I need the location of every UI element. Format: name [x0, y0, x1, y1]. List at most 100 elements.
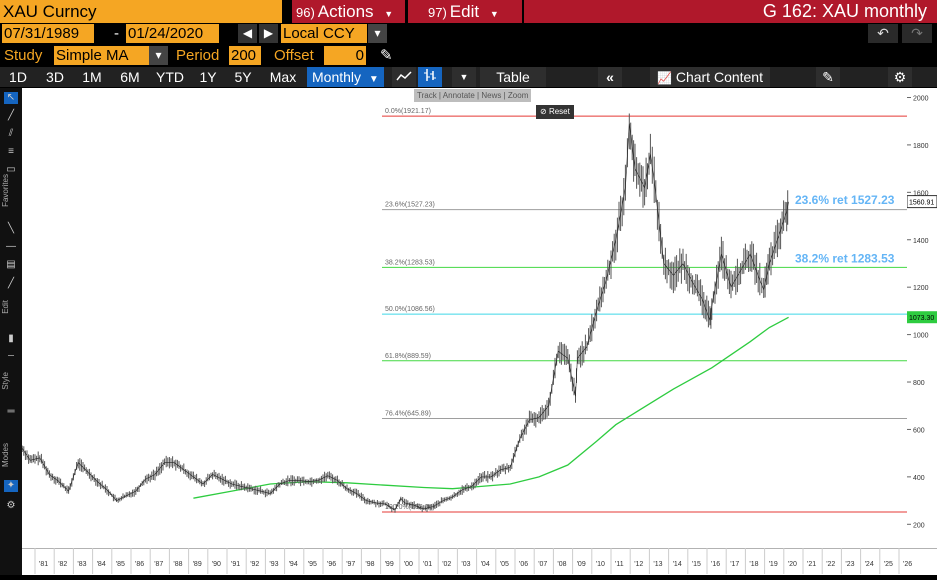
edit-label: Edit: [449, 2, 480, 21]
period-toolbar: 1D 3D 1M 6M YTD 1Y 5Y Max Monthly ▼ ▼ Ta…: [0, 67, 937, 87]
chart-content-button[interactable]: 📈 Chart Content: [650, 67, 770, 87]
line-style-icon[interactable]: ┄: [7, 351, 15, 362]
favorites-label: Favorites: [1, 174, 10, 207]
fib-label-5: 76.4%(645.89): [385, 411, 431, 418]
gear-icon[interactable]: ⚙: [888, 67, 912, 87]
prev-period-icon[interactable]: ◀: [238, 24, 257, 43]
period-button-ytd[interactable]: YTD: [156, 69, 184, 85]
actions-label: Actions: [317, 2, 374, 21]
frequency-label: Monthly: [312, 69, 362, 85]
chart-content-icon: 📈: [656, 71, 672, 85]
trendline-icon[interactable]: ╱: [7, 110, 15, 121]
period-field[interactable]: 200: [229, 46, 261, 65]
line-chart-icon[interactable]: [392, 67, 416, 87]
chart-content-label: Chart Content: [675, 69, 763, 85]
annotate-button[interactable]: Annotate: [442, 91, 475, 100]
period-label: Period: [176, 47, 220, 64]
color-icon[interactable]: ▮: [8, 333, 14, 344]
frequency-select[interactable]: Monthly ▼: [307, 67, 384, 87]
ticker-field[interactable]: XAU Curncy: [0, 0, 282, 23]
reset-button[interactable]: ⊘ Reset: [536, 105, 574, 119]
edit-chart-icon[interactable]: ✎: [816, 67, 840, 87]
period-button-6m[interactable]: 6M: [120, 69, 140, 85]
table-button[interactable]: Table: [480, 67, 546, 87]
study-select[interactable]: Simple MA: [54, 46, 149, 65]
pattern-icon[interactable]: ▤: [6, 259, 16, 270]
ma-line: [193, 316, 789, 499]
actions-menu-button[interactable]: 96) Actions ▼: [292, 0, 405, 23]
period-button-max[interactable]: Max: [269, 69, 297, 85]
x-tick-label-40: '21: [807, 561, 816, 568]
period-button-1d[interactable]: 1D: [9, 69, 27, 85]
chevron-down-icon[interactable]: ▼: [452, 67, 476, 87]
x-tick-label-33: '14: [673, 561, 682, 568]
undo-icon[interactable]: ↶: [868, 24, 898, 43]
chevron-down-icon[interactable]: ▾: [149, 46, 168, 65]
channel-icon[interactable]: ⫽: [8, 128, 14, 139]
rectangle-icon[interactable]: ▭: [6, 164, 16, 175]
mode-icon[interactable]: ✦: [4, 480, 18, 492]
x-tick-label-21: '02: [442, 561, 451, 568]
arrow-line-icon[interactable]: ╲: [7, 223, 15, 234]
period-button-5y[interactable]: 5Y: [234, 69, 252, 85]
track-button[interactable]: Track: [417, 91, 437, 100]
chevron-down-icon[interactable]: ▾: [368, 24, 387, 43]
fib-icon[interactable]: ≡: [8, 146, 14, 157]
study-bar: Study Simple MA ▾ Period 200 Offset 0 ✎: [0, 46, 937, 67]
next-period-icon[interactable]: ▶: [259, 24, 278, 43]
period-button-1y[interactable]: 1Y: [199, 69, 217, 85]
pencil-icon[interactable]: ✎: [380, 47, 393, 64]
edit-menu-button[interactable]: 97) Edit ▼: [408, 0, 522, 23]
modes-label: Modes: [1, 443, 10, 468]
x-tick-label-36: '17: [730, 561, 739, 568]
pen-icon[interactable]: ╱: [7, 278, 15, 289]
y-axis: 200 400 600 800 1000 1200 1400 1600 1800 2000 1560…: [906, 88, 937, 548]
y-tick-label-8: 1800: [913, 143, 929, 150]
mini-toolbar[interactable]: Track | Annotate | News | Zoom: [414, 89, 532, 102]
horizontal-line-icon[interactable]: —: [6, 241, 16, 252]
date-bar: 07/31/1989 - 01/24/2020 ◀ ▶ Local CCY ▾ …: [0, 24, 937, 45]
price-bars: [20, 113, 789, 513]
x-axis-svg: '81 '82 '83 '84 '85 '86 '87 '88 '89 '90 '91 '92 '93 '…: [22, 547, 937, 574]
x-axis: '81 '82 '83 '84 '85 '86 '87 '88 '89 '90 '91 '92 '93 '…: [22, 547, 937, 575]
x-tick-label-41: '22: [826, 561, 835, 568]
retracement-annotation-0: 23.6% ret 1527.23: [795, 193, 895, 207]
settings-icon[interactable]: ⚙: [6, 500, 16, 511]
bar-chart-icon[interactable]: [418, 67, 442, 87]
retracement-annotation-1: 38.2% ret 1283.53: [795, 251, 895, 265]
end-date-field[interactable]: 01/24/2020: [126, 24, 219, 43]
redo-icon[interactable]: ↷: [902, 24, 932, 43]
y-tick-label-0: 200: [913, 522, 925, 529]
x-tick-label-4: '85: [116, 561, 125, 568]
period-button-3d[interactable]: 3D: [46, 69, 64, 85]
news-button[interactable]: News: [481, 91, 502, 100]
x-tick-label-2: '83: [77, 561, 86, 568]
collapse-left-icon[interactable]: «: [598, 67, 622, 87]
zoom-button[interactable]: Zoom: [507, 91, 529, 100]
y-tick-label-2: 600: [913, 427, 925, 434]
study-label: Study: [4, 47, 43, 64]
start-date-field[interactable]: 07/31/1989: [2, 24, 94, 43]
x-tick-label-24: '05: [500, 561, 509, 568]
period-button-1m[interactable]: 1M: [82, 69, 102, 85]
price-chart: 0.0%(1921.17) 23.6%(1527.23) 38.2%(1283.53…: [20, 108, 907, 513]
chart-area[interactable]: 0.0%(1921.17) 23.6%(1527.23) 38.2%(1283.53…: [20, 88, 907, 548]
x-tick-label-1: '82: [58, 561, 67, 568]
x-tick-label-42: '23: [845, 561, 854, 568]
ma-price-tag: [907, 311, 937, 324]
cursor-icon[interactable]: ↖: [4, 92, 18, 104]
y-tick-label-1: 400: [913, 475, 925, 482]
drawing-tools-sidebar: ↖ ╱ ⫽ ≡ ▭ Favorites ╲ — ▤ ╱ Edit ▮ ┄ Sty…: [0, 88, 22, 575]
y-tick-label-4: 1000: [913, 333, 929, 340]
actions-num: 96): [296, 5, 315, 20]
x-tick-label-10: '91: [231, 561, 240, 568]
last-price-label: 1560.91: [909, 200, 934, 207]
ma-price-label: 1073.30: [909, 315, 934, 322]
line-width-icon[interactable]: ═: [7, 406, 15, 417]
x-tick-label-14: '95: [308, 561, 317, 568]
offset-field[interactable]: 0: [324, 46, 366, 65]
x-tick-label-20: '01: [423, 561, 432, 568]
currency-select[interactable]: Local CCY: [281, 24, 367, 43]
dropdown-arrow-icon: ▼: [384, 9, 394, 19]
x-tick-label-37: '18: [749, 561, 758, 568]
